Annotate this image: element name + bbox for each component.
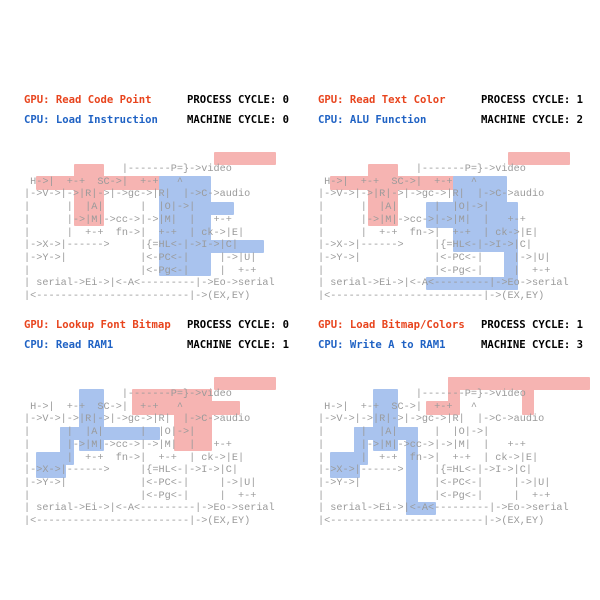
diagram-line: |-------P=}->video [24, 164, 232, 175]
diagram-line: | |<-Pg<-| | +-+ [24, 490, 257, 502]
cpu-path-highlight [210, 240, 264, 253]
gpu-step-label: GPU: Read Code Point [24, 94, 152, 106]
cpu-path-highlight [504, 202, 518, 290]
datapath-diagram: |-------P=}->video H->| +-+ SC->| +-+ ^ … [24, 152, 316, 314]
diagram-line: | | +-+ fn->| +-+ | ck->|E| [24, 227, 245, 239]
datapath-diagram: |-------P=}->video H->| +-+ SC->| +-+ ^ … [24, 377, 316, 539]
diagram-line: | | +-+ fn->| +-+ | ck->|E| [24, 452, 245, 464]
cpu-path-highlight [354, 427, 418, 440]
gpu-path-highlight [522, 389, 534, 415]
diagram-line: |-------P=}->video [24, 389, 232, 400]
diagram-line: | |<-Pg<-| | +-+ [318, 265, 551, 277]
datapath-ascii: |-------P=}->video H->| +-+ SC->| +-+ ^ … [24, 389, 275, 529]
cpu-path-highlight [36, 452, 66, 478]
diagram-line: | |->|M|->cc->|->|M| | +-+ [24, 214, 232, 226]
diagram-line: |->Y->| |<-PC<-| |->|U| [24, 252, 257, 264]
datapath-diagram: |-------P=}->video H->| +-+ SC->| +-+ ^ … [318, 152, 600, 314]
cpu-path-highlight [406, 427, 418, 515]
process-cycle-label: PROCESS CYCLE: 1 [481, 94, 584, 106]
diagram-line: |->V->|->|R|->|->gc->|R| |->C->audio [24, 414, 251, 426]
gpu-step-label: GPU: Read Text Color [318, 94, 446, 106]
diagram-line: | | |A| | |O|->| [318, 427, 490, 439]
cpu-path-highlight [453, 176, 507, 252]
diagram-line: | |->|M|->cc->|->|M| | +-+ [318, 214, 526, 226]
diagram-line: |->Y->| |<-PC<-| |->|U| [318, 252, 551, 264]
machine-cycle-label: MACHINE CYCLE: 3 [481, 339, 584, 351]
cpu-step-label: CPU: Write A to RAM1 [318, 339, 446, 351]
diagram-line: | | |A| | |O|->| [24, 427, 196, 439]
gpu-path-highlight [210, 401, 240, 415]
panel-4: GPU: Load Bitmap/Colors PROCESS CYCLE: 1… [318, 317, 600, 537]
gpu-step-label: GPU: Load Bitmap/Colors [318, 319, 465, 331]
cpu-step-label: CPU: ALU Function [318, 114, 427, 126]
datapath-ascii: |-------P=}->video H->| +-+ SC->| +-+ ^ … [318, 164, 569, 304]
diagram-line: | |<-Pg<-| | +-+ [24, 265, 257, 277]
cpu-path-highlight [330, 452, 360, 478]
diagram-line: |->X->|------> |{=HL<-|->I->|C| [24, 465, 238, 477]
cpu-path-highlight [79, 389, 104, 451]
datapath-diagram: |-------P=}->video H->| +-+ SC->| +-+ ^ … [318, 377, 600, 539]
diagram-line: | |->|M|->cc->|->|M| | +-+ [24, 439, 232, 451]
diagram-line: H->| +-+ SC->| +-+ ^ [318, 401, 477, 413]
gpu-path-highlight [174, 389, 212, 451]
gpu-path-highlight [74, 164, 104, 226]
machine-cycle-label: MACHINE CYCLE: 2 [481, 114, 584, 126]
diagram-line: |->V->|->|R|->|->gc->|R| |->C->audio [318, 414, 545, 426]
gpu-path-highlight [508, 152, 570, 165]
diagram-line: |->X->|------> |{=HL<-|->I->|C| [24, 240, 238, 252]
gpu-path-highlight [368, 164, 398, 226]
datapath-ascii: |-------P=}->video H->| +-+ SC->| +-+ ^ … [318, 389, 569, 529]
diagram-line: |-------P=}->video [318, 164, 526, 175]
cpu-path-highlight [426, 202, 456, 228]
diagram-line: |->V->|->|R|->|->gc->|R| |->C->audio [318, 189, 545, 201]
diagram-line: | | |A| | |O|->| [24, 202, 196, 214]
gpu-path-highlight [448, 377, 590, 390]
diagram-line: |<-------------------------|->(EX,EY) [24, 291, 251, 303]
diagram-line: |-------P=}->video [318, 389, 526, 400]
diagram-line: | |->|M|->cc->|->|M| | +-+ [318, 439, 526, 451]
diagram-line: |<-------------------------|->(EX,EY) [24, 516, 251, 528]
cpu-step-label: CPU: Load Instruction [24, 114, 158, 126]
process-cycle-label: PROCESS CYCLE: 0 [187, 319, 290, 331]
gpu-path-highlight [426, 401, 460, 415]
cpu-path-highlight [210, 202, 234, 215]
panel-3: GPU: Lookup Font Bitmap PROCESS CYCLE: 0… [24, 317, 316, 537]
diagram-line: | serial->Ei->|<-A<---------|->Eo->seria… [24, 503, 275, 515]
cpu-step-label: CPU: Read RAM1 [24, 339, 114, 351]
process-cycle-label: PROCESS CYCLE: 0 [187, 94, 290, 106]
cpu-path-highlight [159, 176, 211, 276]
panel-2: GPU: Read Text Color PROCESS CYCLE: 1 CP… [318, 92, 600, 312]
diagram-line: H->| +-+ SC->| +-+ ^ [24, 401, 183, 413]
process-cycle-label: PROCESS CYCLE: 1 [481, 319, 584, 331]
cpu-path-highlight [426, 277, 518, 290]
datapath-ascii: |-------P=}->video H->| +-+ SC->| +-+ ^ … [24, 164, 275, 304]
diagram-line: | serial->Ei->|<-A<---------|->Eo->seria… [318, 278, 569, 290]
diagram-line: |->X->|------> |{=HL<-|->I->|C| [318, 240, 532, 252]
machine-cycle-label: MACHINE CYCLE: 0 [187, 114, 290, 126]
diagram-line: | serial->Ei->|<-A<---------|->Eo->seria… [24, 278, 275, 290]
cpu-path-highlight [406, 502, 436, 515]
machine-cycle-label: MACHINE CYCLE: 1 [187, 339, 290, 351]
diagram-line: | | +-+ fn->| +-+ | ck->|E| [318, 452, 539, 464]
gpu-path-highlight [214, 377, 276, 390]
diagram-line: | serial->Ei->|<-A<---------|->Eo->seria… [318, 503, 569, 515]
diagram-line: H->| +-+ SC->| +-+ ^ [24, 176, 183, 188]
diagram-line: |<-------------------------|->(EX,EY) [318, 516, 545, 528]
diagram-line: |<-------------------------|->(EX,EY) [318, 291, 545, 303]
diagram-line: |->X->|------> |{=HL<-|->I->|C| [318, 465, 532, 477]
diagram-line: |->V->|->|R|->|->gc->|R| |->C->audio [24, 189, 251, 201]
cpu-path-highlight [60, 427, 160, 440]
diagram-line: | | |A| | |O|->| [318, 202, 490, 214]
cpu-path-highlight [373, 389, 398, 451]
gpu-path-highlight [214, 152, 276, 165]
diagram-line: |->Y->| |<-PC<-| |->|U| [24, 477, 257, 489]
panel-1: GPU: Read Code Point PROCESS CYCLE: 0 CP… [24, 92, 316, 312]
diagram-line: | |<-Pg<-| | +-+ [318, 490, 551, 502]
gpu-step-label: GPU: Lookup Font Bitmap [24, 319, 171, 331]
diagram-line: | | +-+ fn->| +-+ | ck->|E| [318, 227, 539, 239]
diagram-line: |->Y->| |<-PC<-| |->|U| [318, 477, 551, 489]
diagram-line: H->| +-+ SC->| +-+ ^ [318, 176, 477, 188]
